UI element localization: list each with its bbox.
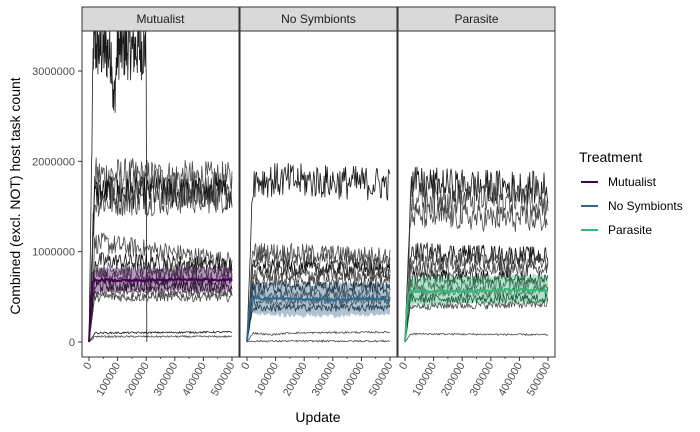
replicate-line [88,330,233,343]
replicate-line [88,251,233,343]
x-tick-label: 100000 [410,361,439,399]
legend-label: Parasite [608,223,652,237]
mean-line [246,295,391,343]
replicate-line [404,299,549,343]
replicate-line [404,268,549,343]
x-tick-label: 400000 [496,361,525,399]
replicate-line [88,334,233,343]
x-tick-label: 300000 [468,361,497,399]
confidence-ribbon [247,280,390,342]
replicate-line [88,157,233,343]
replicate-line [246,273,391,343]
panel-parasite: Parasite 0 100000 200000 300000 400000 500000 [397,6,556,399]
replicate-line [246,252,391,343]
mean-line [404,287,549,343]
y-tick-label: 1000000 [32,247,75,259]
facet-strip [81,6,240,32]
x-tick-label: 200000 [439,361,468,399]
confidence-ribbon [89,265,232,342]
replicate-line [246,289,391,343]
legend-label: Mutualist [608,175,657,189]
legend: Treatment Mutualist No Symbionts Parasite [579,149,683,237]
replicate-line [88,270,233,343]
x-tick-label: 500000 [525,361,554,399]
replicate-line [88,183,233,343]
replicate-line [88,175,233,343]
x-tick-label: 0 [397,361,410,372]
x-tick-label: 200000 [281,361,310,399]
x-tick-label: 400000 [180,361,209,399]
y-tick-label: 2000000 [32,156,75,168]
replicate-line [404,202,548,343]
replicate-line [246,243,391,343]
replicate-line [246,339,391,343]
x-tick-label: 400000 [338,361,367,399]
replicate-line [404,166,549,343]
panel-no-symbionts: No Symbionts 0 100000 200000 300000 400000 500… [239,6,398,399]
legend-title: Treatment [579,149,642,165]
replicate-line [246,302,391,343]
y-tick-label: 3000000 [32,66,75,78]
replicate-line [404,284,549,343]
x-tick-label: 300000 [152,361,181,399]
x-axis-title: Update [295,409,340,425]
x-tick-label: 100000 [252,361,281,399]
x-tick-label: 500000 [367,361,396,399]
facet-strip [397,6,556,32]
facet-strip-label: Mutualist [136,12,185,26]
replicate-line [246,163,391,343]
x-tick-label: 100000 [94,361,123,399]
y-tick-label: 0 [69,337,75,349]
replicate-line [246,330,391,343]
legend-entry-no-symbionts: No Symbionts [581,199,683,213]
plot-area [246,163,391,343]
x-tick-label: 0 [81,361,94,372]
plot-area [404,166,549,343]
legend-entry-mutualist: Mutualist [581,175,657,189]
x-tick-label: 500000 [209,361,238,399]
plot-area [88,31,233,343]
replicate-line [404,332,549,343]
axis-titles: Update Combined (excl. NOT) host task co… [7,77,341,425]
replicate-line [246,295,391,343]
legend-entry-parasite: Parasite [581,223,652,237]
replicate-line [404,252,549,343]
replicate-line [88,232,233,343]
legend-label: No Symbionts [608,199,683,213]
facet-strip [239,6,398,32]
replicate-line [88,290,233,343]
facet-strip-label: Parasite [454,12,498,26]
mean-line [88,276,233,343]
x-tick-label: 200000 [123,361,152,399]
x-tick-label: 300000 [310,361,339,399]
x-tick-label: 0 [239,361,252,372]
replicate-line [88,31,148,343]
replicate-line [404,277,549,343]
y-axis-title: Combined (excl. NOT) host task count [7,77,23,314]
facet-strip-label: No Symbionts [281,12,356,26]
